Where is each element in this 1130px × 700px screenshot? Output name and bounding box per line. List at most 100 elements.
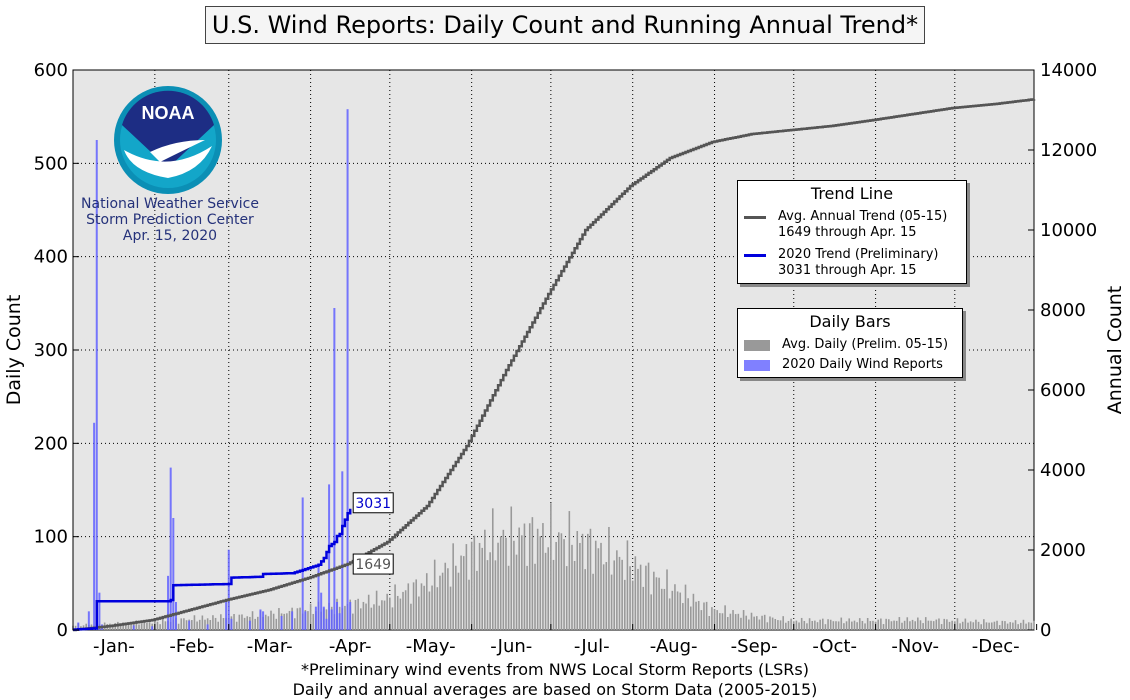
current-daily-bar — [230, 618, 233, 630]
x-tick-label: -Apr- — [329, 636, 372, 657]
avg-daily-bar — [381, 600, 383, 630]
avg-daily-bar — [581, 533, 584, 630]
avg-daily-bar — [534, 563, 536, 630]
avg-daily-bar — [127, 623, 130, 630]
avg-daily-bar — [354, 600, 357, 630]
avg-daily-bar — [238, 614, 241, 630]
avg-daily-bar — [396, 595, 399, 630]
x-tick-label: -Sep- — [731, 636, 778, 657]
avg-daily-bar — [689, 606, 692, 630]
avg-daily-bar — [367, 594, 370, 630]
avg-daily-bar — [270, 610, 272, 630]
avg-daily-bar — [713, 608, 716, 630]
avg-daily-bar — [515, 554, 518, 630]
avg-daily-bar — [85, 623, 87, 630]
avg-daily-bar — [613, 560, 616, 630]
avg-daily-bar — [436, 587, 439, 630]
avg-daily-bar — [724, 605, 726, 630]
avg-daily-bar — [589, 528, 592, 630]
annotation-box — [352, 492, 394, 514]
avg-daily-bar — [866, 617, 869, 630]
avg-daily-bar — [1022, 619, 1025, 630]
avg-daily-bar — [848, 618, 850, 630]
avg-daily-bar — [608, 526, 610, 630]
avg-daily-bar — [861, 620, 864, 630]
avg-daily-bar — [257, 616, 259, 630]
avg-daily-bar — [880, 618, 882, 630]
avg-daily-bar — [877, 619, 880, 630]
avg-daily-bar — [819, 619, 821, 630]
avg-daily-bar — [587, 533, 589, 630]
avg-daily-bar — [389, 597, 391, 630]
avg-daily-bar — [703, 602, 705, 630]
avg-daily-bar — [763, 614, 766, 630]
y-tick-label-left: 400 — [34, 247, 68, 268]
avg-daily-bar — [370, 607, 373, 630]
avg-daily-bar — [378, 605, 381, 630]
avg-daily-bar — [433, 559, 436, 630]
avg-daily-bar — [1009, 622, 1012, 630]
y-axis-label-left: Daily Count — [3, 295, 25, 406]
avg-daily-bar — [254, 618, 256, 630]
avg-daily-bar — [1001, 620, 1004, 630]
avg-daily-bar — [547, 547, 550, 630]
avg-daily-bar — [412, 582, 415, 630]
avg-daily-bar — [1006, 623, 1009, 630]
avg-daily-bar — [293, 618, 296, 630]
avg-daily-bar — [460, 555, 462, 630]
avg-daily-bar — [220, 614, 222, 630]
avg-daily-bar — [969, 621, 972, 630]
avg-daily-bar — [605, 562, 608, 630]
avg-daily-bar — [452, 543, 454, 630]
axis-ticks: 0100200300400500600020004000600080001000… — [34, 60, 1098, 657]
avg-daily-bar — [732, 610, 734, 630]
avg-daily-bar — [787, 620, 790, 630]
avg-annual-trend-line — [73, 98, 1036, 632]
avg-daily-bar — [888, 619, 890, 630]
current-daily-bar — [167, 575, 170, 630]
avg-daily-bar — [135, 620, 138, 630]
avg-daily-bar — [278, 608, 280, 630]
avg-daily-bar — [206, 618, 209, 630]
y-tick-label-left: 200 — [34, 433, 68, 454]
avg-daily-bar — [447, 568, 449, 630]
y-tick-label-left: 300 — [34, 340, 68, 361]
avg-daily-bar — [943, 618, 946, 630]
avg-daily-bar — [917, 617, 919, 630]
y-tick-label-left: 0 — [57, 620, 68, 641]
avg-daily-bar — [550, 503, 552, 630]
avg-daily-bar — [660, 588, 663, 630]
legend-entry-avg-trend: Avg. Annual Trend (05-15) 1649 through A… — [744, 209, 947, 241]
avg-daily-bar — [740, 617, 742, 630]
avg-daily-bar — [726, 617, 729, 630]
avg-daily-bar — [705, 601, 708, 630]
avg-daily-bar — [1027, 622, 1030, 630]
current-daily-bar — [333, 308, 336, 630]
avg-daily-bar — [914, 621, 916, 630]
avg-daily-bar — [191, 620, 193, 630]
avg-daily-bar — [267, 616, 270, 630]
avg-daily-bar — [940, 624, 943, 630]
avg-daily-bar — [518, 527, 520, 630]
current-daily-bar — [98, 592, 101, 630]
avg-daily-bar — [977, 621, 980, 630]
avg-daily-bar — [481, 547, 484, 630]
avg-daily-bar — [811, 620, 814, 630]
avg-daily-bar — [858, 618, 861, 630]
avg-daily-bar — [243, 617, 246, 630]
current-daily-bar — [330, 609, 333, 630]
avg-daily-bar — [803, 620, 806, 630]
avg-daily-bar — [758, 619, 761, 630]
current-daily-bar — [336, 602, 339, 630]
avg-daily-bar — [312, 613, 315, 630]
avg-daily-bar — [980, 624, 982, 630]
current-daily-bar — [346, 109, 349, 630]
avg-daily-bar — [563, 539, 565, 630]
trend-lines: 3031 1649 — [73, 98, 1036, 632]
avg-daily-bar — [209, 619, 212, 630]
avg-daily-bar — [750, 612, 753, 630]
avg-daily-bar — [246, 616, 249, 630]
annotation-label: 1649 — [355, 557, 391, 573]
avg-daily-bars — [72, 503, 1035, 630]
avg-daily-bar — [386, 593, 388, 630]
